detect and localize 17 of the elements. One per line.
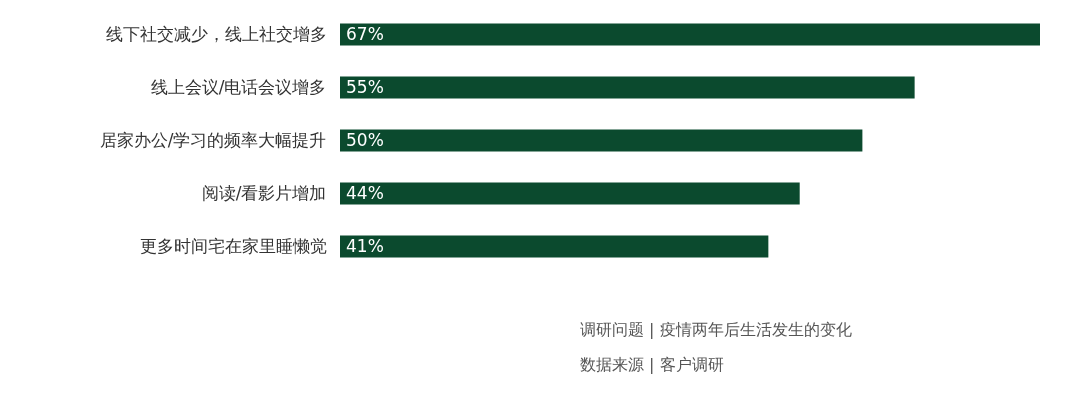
- data-label: 41%: [346, 235, 384, 256]
- y-tick-label: 居家办公/学习的频率大幅提升: [99, 129, 327, 150]
- y-tick-label: 阅读/看影片增加: [201, 182, 327, 203]
- bar: [340, 182, 800, 205]
- data-label: 50%: [346, 129, 384, 150]
- y-tick-label: 线下社交减少，线上社交增多: [105, 23, 327, 44]
- y-tick-label: 更多时间宅在家里睡懒觉: [139, 235, 327, 256]
- bar: [340, 76, 915, 99]
- bar: [340, 235, 769, 258]
- text: 调研问题 | 疫情两年后生活发生的变化: [580, 320, 852, 339]
- data-label: 44%: [346, 182, 384, 203]
- data-label: 55%: [346, 76, 384, 97]
- y-tick-label: 线上会议/电话会议增多: [150, 76, 327, 97]
- data-label: 67%: [346, 23, 384, 44]
- source-note: 数据来源 | 客户调研: [580, 355, 724, 374]
- bar: [340, 129, 863, 152]
- bar: [340, 23, 1040, 46]
